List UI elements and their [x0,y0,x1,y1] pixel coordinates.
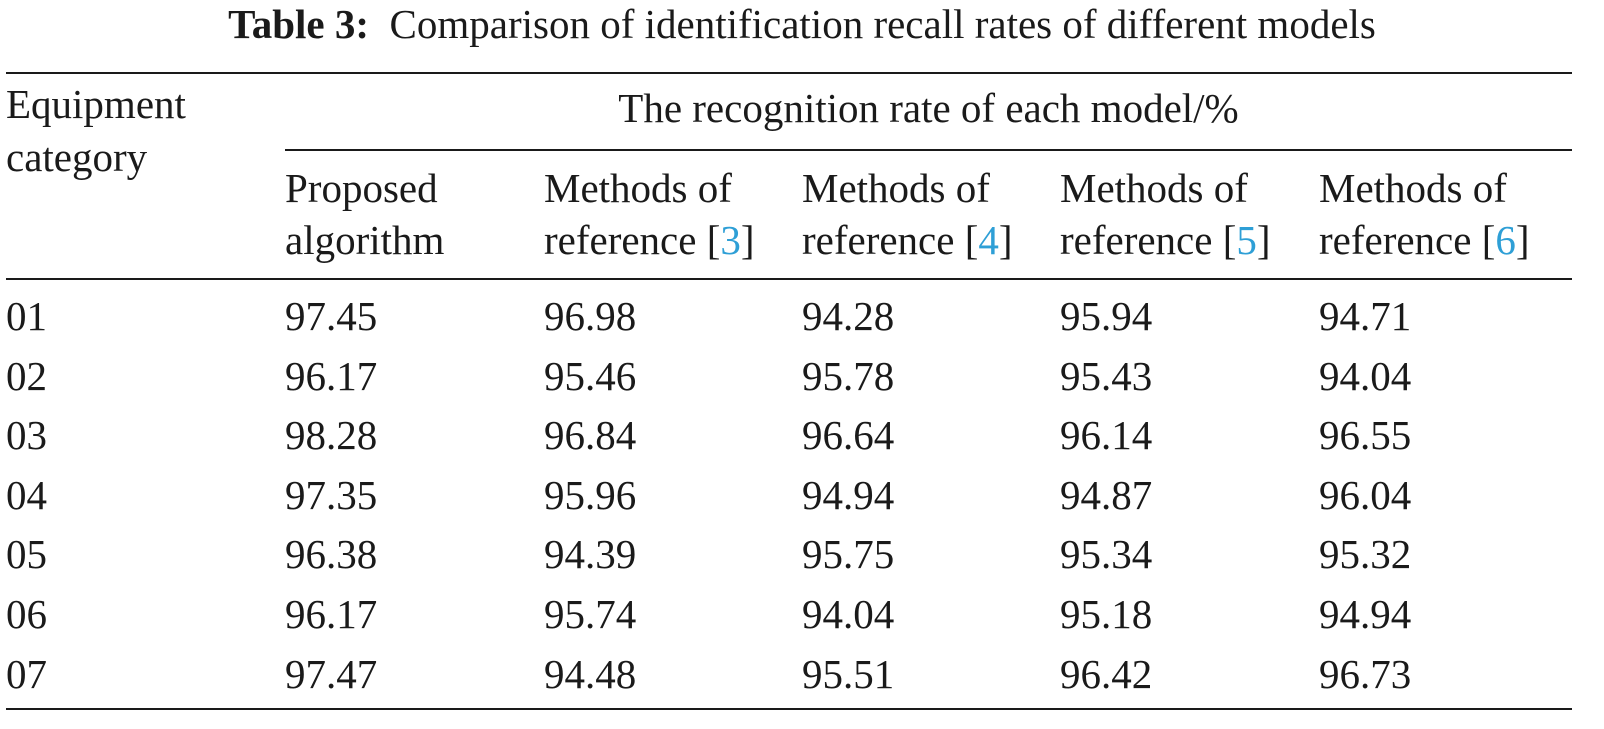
col-header-ref4-2: reference [4] [802,214,1013,266]
table-cell: 98.28 [285,412,378,459]
col-header-ref6-line1: Methods of [1319,165,1507,211]
table-cell: 95.78 [802,352,895,399]
row-header-line-1: Equipment [6,81,186,127]
table-cell: 96.17 [285,591,378,637]
col-header-ref5-2: reference [5] [1060,214,1271,266]
table-cell: 96.73 [1319,650,1412,697]
col-header-ref6: Methods of [1319,162,1507,214]
col-header-proposed: Proposed [285,162,438,214]
table-cell: 96.14 [1060,412,1153,459]
col-header-ref3: Methods of [544,162,732,214]
table-label: Table 3: [228,1,370,47]
col-header-proposed-line2: algorithm [285,217,445,263]
row-category: 07 [6,650,47,697]
col-header-ref3-2: reference [3] [544,214,755,266]
bracket-close: ] [1515,217,1530,263]
table-cell: 95.94 [1060,293,1153,339]
col-header-ref3-line1: Methods of [544,165,732,211]
table-cell: 95.43 [1060,352,1153,399]
row-category: 04 [6,471,47,518]
col-header-proposed-2: algorithm [285,214,444,266]
row-header-line-2: category [6,134,148,180]
col-header-ref5-line2: reference [ [1060,217,1237,263]
table-caption-text: Comparison of identification recall rate… [389,1,1376,47]
table-cell: 97.35 [285,471,378,518]
row-category: 01 [6,293,47,339]
table-cell: 94.71 [1319,293,1412,339]
bracket-close: ] [740,217,755,263]
table-cell: 96.38 [285,531,378,578]
bottom-rule [6,708,1572,710]
table-cell: 96.55 [1319,412,1412,459]
table-cell: 95.51 [802,650,895,697]
reference-link-3[interactable]: 3 [720,217,741,263]
col-header-ref5-line1: Methods of [1060,165,1248,211]
table-cell: 94.04 [1319,352,1412,399]
table-cell: 95.34 [1060,531,1153,578]
group-header: The recognition rate of each model/% [618,85,1239,131]
table-cell: 95.75 [802,531,895,578]
col-header-ref5: Methods of [1060,162,1248,214]
top-rule [6,72,1572,74]
bracket-close: ] [1256,217,1271,263]
table-cell: 96.64 [802,412,895,459]
table-cell: 94.94 [1319,591,1412,637]
col-header-ref4-line1: Methods of [802,165,990,211]
row-category: 03 [6,412,47,459]
table-cell: 94.28 [802,293,895,339]
table-cell: 95.74 [544,591,637,637]
group-rule [285,149,1572,151]
table-cell: 94.48 [544,650,637,697]
row-category: 05 [6,531,47,578]
table-cell: 95.18 [1060,591,1153,637]
table-cell: 97.45 [285,293,378,339]
row-category: 06 [6,591,47,637]
table-cell: 94.39 [544,531,637,578]
table-cell: 96.98 [544,293,637,339]
table-cell: 96.04 [1319,471,1412,518]
header-rule [6,278,1572,280]
reference-link-6[interactable]: 6 [1495,217,1516,263]
table-cell: 96.42 [1060,650,1153,697]
table-cell: 96.17 [285,352,378,399]
bracket-close: ] [998,217,1013,263]
table-cell: 94.87 [1060,471,1153,518]
col-header-ref4-line2: reference [ [802,217,979,263]
table-cell: 97.47 [285,650,378,697]
col-header-ref6-2: reference [6] [1319,214,1530,266]
row-category: 02 [6,352,47,399]
col-header-proposed-line1: Proposed [285,165,438,211]
reference-link-4[interactable]: 4 [978,217,999,263]
table-caption: Table 3: Comparison of identification re… [0,0,1604,60]
table-cell: 95.32 [1319,531,1412,578]
table-cell: 95.96 [544,471,637,518]
reference-link-5[interactable]: 5 [1236,217,1257,263]
col-header-ref6-line2: reference [ [1319,217,1496,263]
table-cell: 96.84 [544,412,637,459]
table-cell: 94.04 [802,591,895,637]
table-cell: 95.46 [544,352,637,399]
table-cell: 94.94 [802,471,895,518]
col-header-ref3-line2: reference [ [544,217,721,263]
col-header-ref4: Methods of [802,162,990,214]
